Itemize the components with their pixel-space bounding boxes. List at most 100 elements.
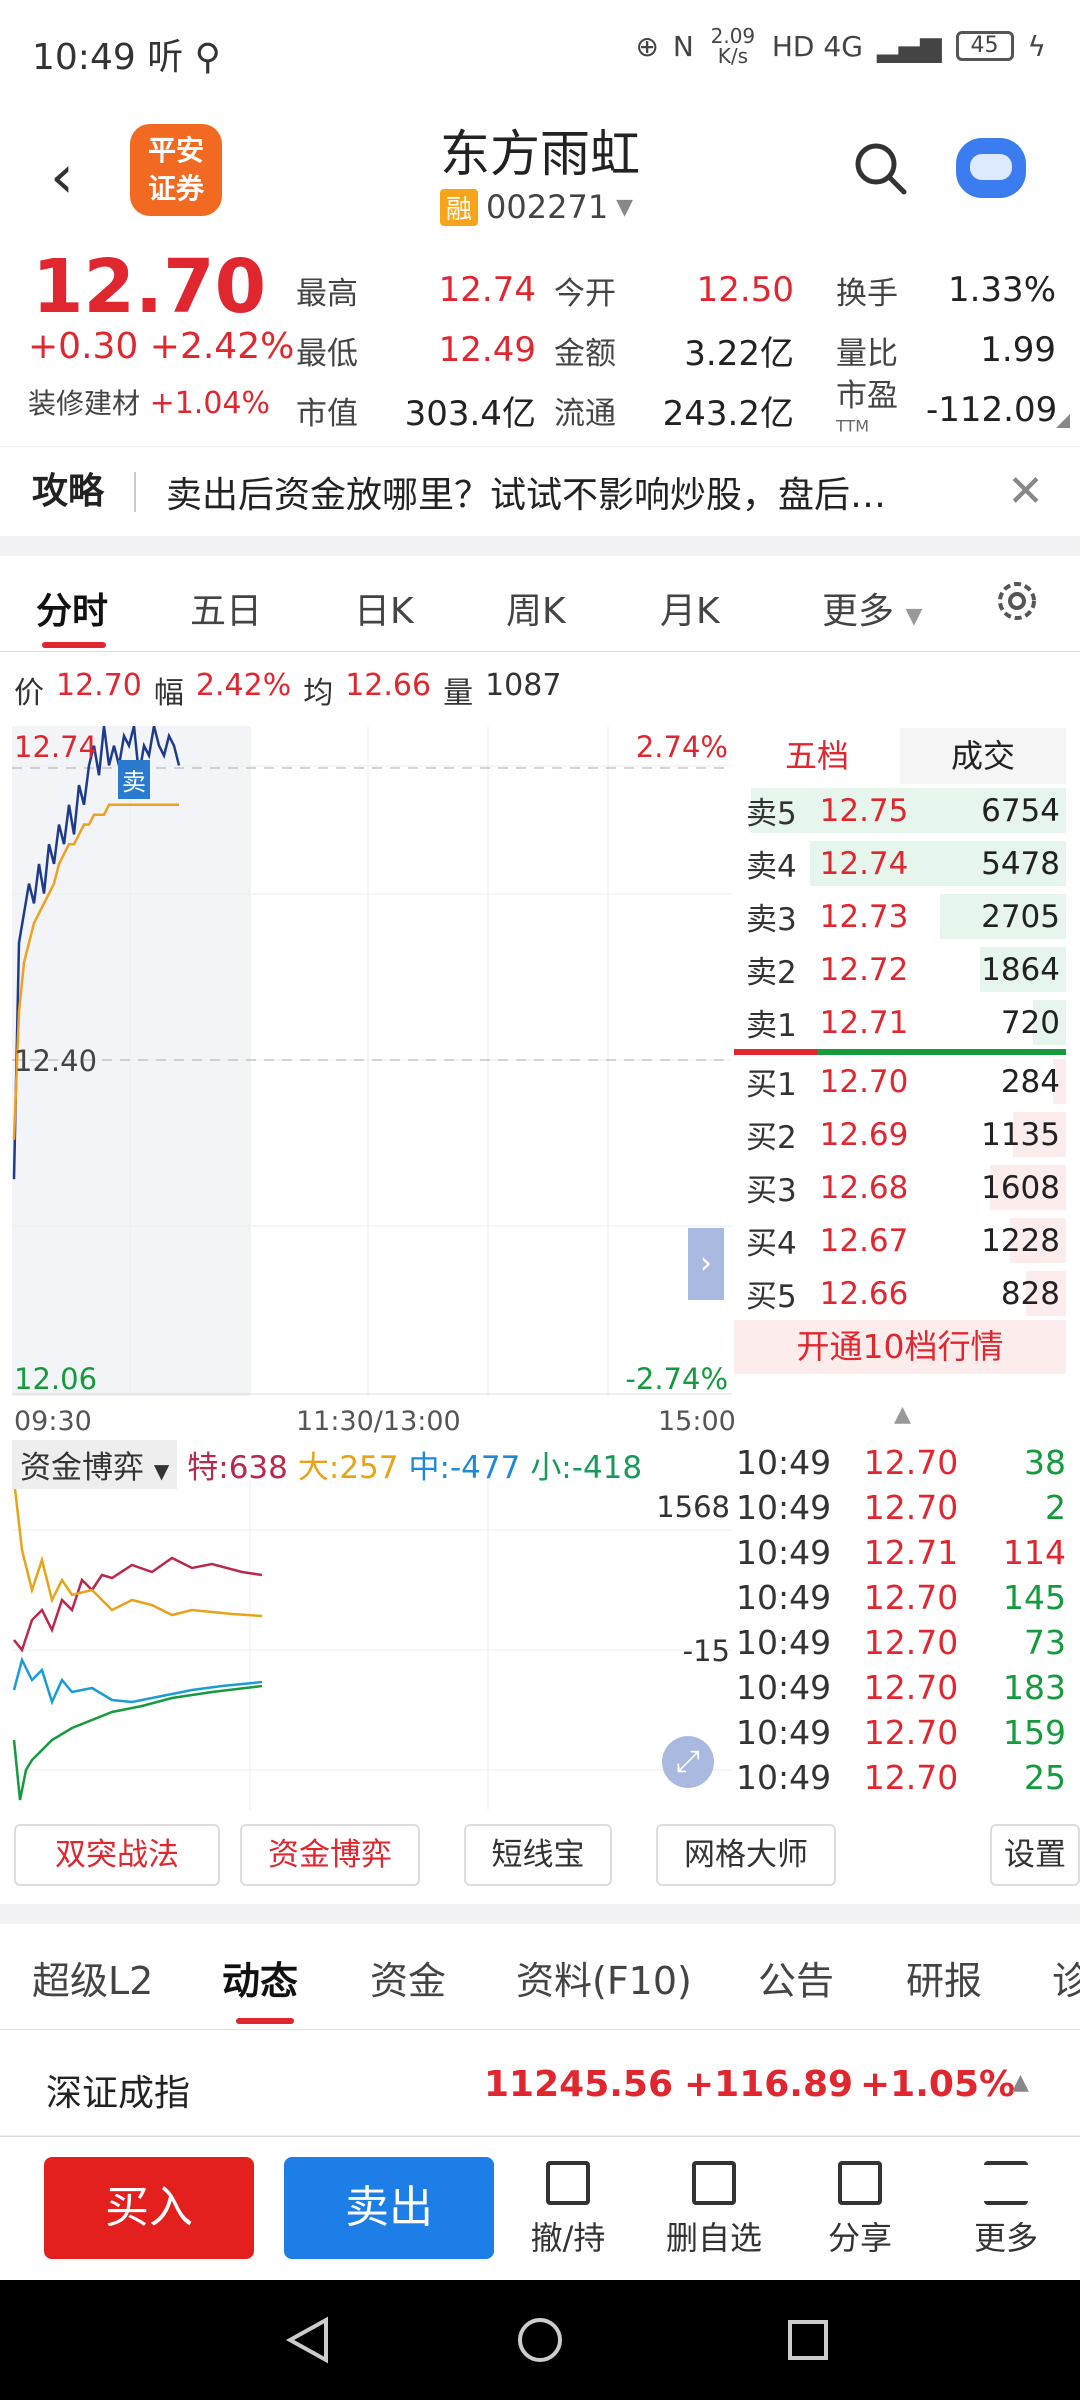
y-mid-label: 12.40 xyxy=(14,1044,98,1078)
book-price: 12.75 xyxy=(819,792,909,829)
book-price: 12.69 xyxy=(819,1116,909,1153)
sell-level-row[interactable]: 卖3 12.73 2705 xyxy=(734,890,1066,943)
charging-icon: ϟ xyxy=(1027,29,1046,63)
volume-bar xyxy=(810,841,1066,886)
broker-logo: 平安 证券 xyxy=(130,124,222,216)
sell-marker[interactable]: 卖 xyxy=(118,760,150,799)
book-divider xyxy=(734,1049,1066,1055)
tab-funds[interactable]: 资金 xyxy=(370,1959,447,2003)
search-icon[interactable] xyxy=(852,140,908,196)
tab-daily-k[interactable]: 日K xyxy=(354,591,414,632)
tab-five-day[interactable]: 五日 xyxy=(190,591,263,632)
flow-max-label: 1568 xyxy=(656,1490,730,1524)
capital-flow-selector[interactable]: 资金博弈 ▼ xyxy=(12,1440,178,1489)
quote-value: 12.49 xyxy=(438,330,536,370)
tab-monthly-k[interactable]: 月K xyxy=(660,591,720,632)
tick-row: 10:49 12.70 38 xyxy=(736,1443,1066,1482)
expand-panel-icon[interactable]: › xyxy=(688,1228,724,1300)
sell-level-row[interactable]: 卖1 12.71 720 xyxy=(734,996,1066,1049)
capital-flow-svg xyxy=(12,1479,732,1810)
buy-level-row[interactable]: 买3 12.68 1608 xyxy=(734,1161,1066,1214)
fullscreen-icon[interactable]: ⤢ xyxy=(662,1736,714,1788)
short-term-button[interactable]: 短线宝 xyxy=(464,1824,612,1886)
index-ticker[interactable]: 深证成指 11245.56 +116.89 +1.05% ▲ xyxy=(0,2030,1080,2136)
quote-label: 今开 xyxy=(554,275,616,312)
quote-row: 最高 12.74 今开 12.50 换手 1.33% xyxy=(296,260,1066,320)
book-volume: 828 xyxy=(1000,1275,1060,1312)
current-price: 12.70 xyxy=(32,244,267,330)
volume-bar xyxy=(750,788,1066,833)
stock-code-switch[interactable]: 融 002271 ▼ xyxy=(440,188,633,226)
buy-level-row[interactable]: 买2 12.69 1135 xyxy=(734,1108,1066,1161)
industry-change[interactable]: 装修建材 +1.04% xyxy=(28,386,271,421)
quote-value: -112.09 xyxy=(926,390,1058,430)
quote-value: 1.99 xyxy=(980,330,1056,370)
price-line xyxy=(12,726,181,1180)
order-book: 五档 成交 卖5 12.75 6754 卖4 12.74 5478 卖3 12.73 2705 卖2… xyxy=(734,728,1066,1374)
book-level: 买3 xyxy=(746,1173,797,1209)
buy-level-row[interactable]: 买4 12.67 1228 xyxy=(734,1214,1066,1267)
detail-tabs: 超级L2 动态 资金 资料(F10) 公告 研报 诊 xyxy=(0,1924,1080,2030)
y-min-label: 12.06 xyxy=(14,1362,98,1396)
sell-level-row[interactable]: 卖5 12.75 6754 xyxy=(734,784,1066,837)
quote-value: 12.50 xyxy=(696,270,794,310)
close-icon[interactable]: ✕ xyxy=(1007,466,1044,517)
capital-flow-chart[interactable]: 资金博弈 ▼ 特:638 大:257 中:-477 小:-418 1568 -1… xyxy=(12,1440,732,1810)
tab-trades[interactable]: 成交 xyxy=(950,737,1015,775)
minus-icon xyxy=(692,2161,736,2205)
tick-row: 10:49 12.70 73 xyxy=(736,1623,1066,1662)
stock-code: 002271 xyxy=(486,188,609,226)
remove-watchlist-button[interactable]: 删自选 xyxy=(664,2161,764,2259)
status-bar: 10:49 听 ⚲ ⊕ N 2.09 K/s HD 4G ▂▄▆ 45 ϟ xyxy=(0,0,1080,100)
assistant-robot-icon[interactable] xyxy=(956,138,1026,198)
active-tab-indicator xyxy=(42,642,106,648)
network-type: HD 4G xyxy=(771,29,863,63)
open-ten-levels-button[interactable]: 开通10档行情 xyxy=(734,1320,1066,1374)
add-icon: ⊕ xyxy=(635,29,659,63)
more-button[interactable]: 更多 xyxy=(956,2161,1056,2259)
intraday-chart[interactable]: 12.74 2.74% 12.40 12.06 -2.74% 卖 › xyxy=(12,726,732,1396)
settings-gear-icon[interactable] xyxy=(994,578,1040,624)
nav-recents-icon xyxy=(788,2320,828,2360)
sell-button[interactable]: 卖出 xyxy=(284,2157,494,2259)
tab-more[interactable]: 更多 ▼ xyxy=(822,591,923,632)
index-value: 11245.56 xyxy=(484,2064,674,2105)
tab-five-levels[interactable]: 五档 xyxy=(734,728,900,784)
nav-home-icon xyxy=(518,2318,562,2362)
grid-master-button[interactable]: 网格大师 xyxy=(656,1824,836,1886)
buy-button[interactable]: 买入 xyxy=(44,2157,254,2259)
back-icon[interactable]: ‹ xyxy=(50,142,74,212)
quote-value: 3.22亿 xyxy=(684,333,794,374)
triangle-up-icon: ▲ xyxy=(894,1402,911,1427)
quote-row: 最低 12.49 金额 3.22亿 量比 1.99 xyxy=(296,320,1066,380)
book-price: 12.73 xyxy=(819,898,909,935)
stock-header: ‹ 平安 证券 东方雨虹 融 002271 ▼ xyxy=(0,100,1080,240)
quote-grid: 最高 12.74 今开 12.50 换手 1.33% 最低 12.49 金额 3.22亿 量比 1.9… xyxy=(296,260,1066,440)
volume-bar xyxy=(989,1165,1066,1210)
tab-f10[interactable]: 资料(F10) xyxy=(516,1959,692,2003)
cancel-hold-button[interactable]: 撤/持 xyxy=(518,2161,618,2259)
nfc-icon: N xyxy=(672,29,694,63)
tab-intraday[interactable]: 分时 xyxy=(36,591,109,632)
expand-corner-icon[interactable] xyxy=(1056,414,1070,428)
tab-announcements[interactable]: 公告 xyxy=(758,1959,835,2003)
quote-value: 243.2亿 xyxy=(662,393,794,434)
sell-level-row[interactable]: 卖2 12.72 1864 xyxy=(734,943,1066,996)
tab-weekly-k[interactable]: 周K xyxy=(506,591,566,632)
sell-level-row[interactable]: 卖4 12.74 5478 xyxy=(734,837,1066,890)
tab-super-l2[interactable]: 超级L2 xyxy=(32,1959,154,2003)
share-button[interactable]: 分享 xyxy=(810,2161,910,2259)
strategy-text[interactable]: 卖出后资金放哪里？试试不影响炒股，盘后… xyxy=(166,474,887,516)
strategy-banner[interactable]: 攻略 卖出后资金放哪里？试试不影响炒股，盘后… ✕ xyxy=(0,446,1080,536)
tab-diagnosis[interactable]: 诊 xyxy=(1052,1950,1080,2005)
nav-back-icon xyxy=(285,2316,328,2364)
crosshair-info: 价 12.70 幅 2.42% 均 12.66 量 1087 xyxy=(14,668,562,711)
capital-game-button[interactable]: 资金博弈 xyxy=(240,1824,420,1886)
buy-level-row[interactable]: 买5 12.66 828 xyxy=(734,1267,1066,1320)
tools-settings-button[interactable]: 设置 xyxy=(990,1824,1080,1886)
tab-research[interactable]: 研报 xyxy=(906,1959,983,2003)
book-level: 买2 xyxy=(746,1120,797,1156)
dual-break-button[interactable]: 双突战法 xyxy=(14,1824,220,1886)
tab-news[interactable]: 动态 xyxy=(222,1959,299,2003)
buy-level-row[interactable]: 买1 12.70 284 xyxy=(734,1055,1066,1108)
